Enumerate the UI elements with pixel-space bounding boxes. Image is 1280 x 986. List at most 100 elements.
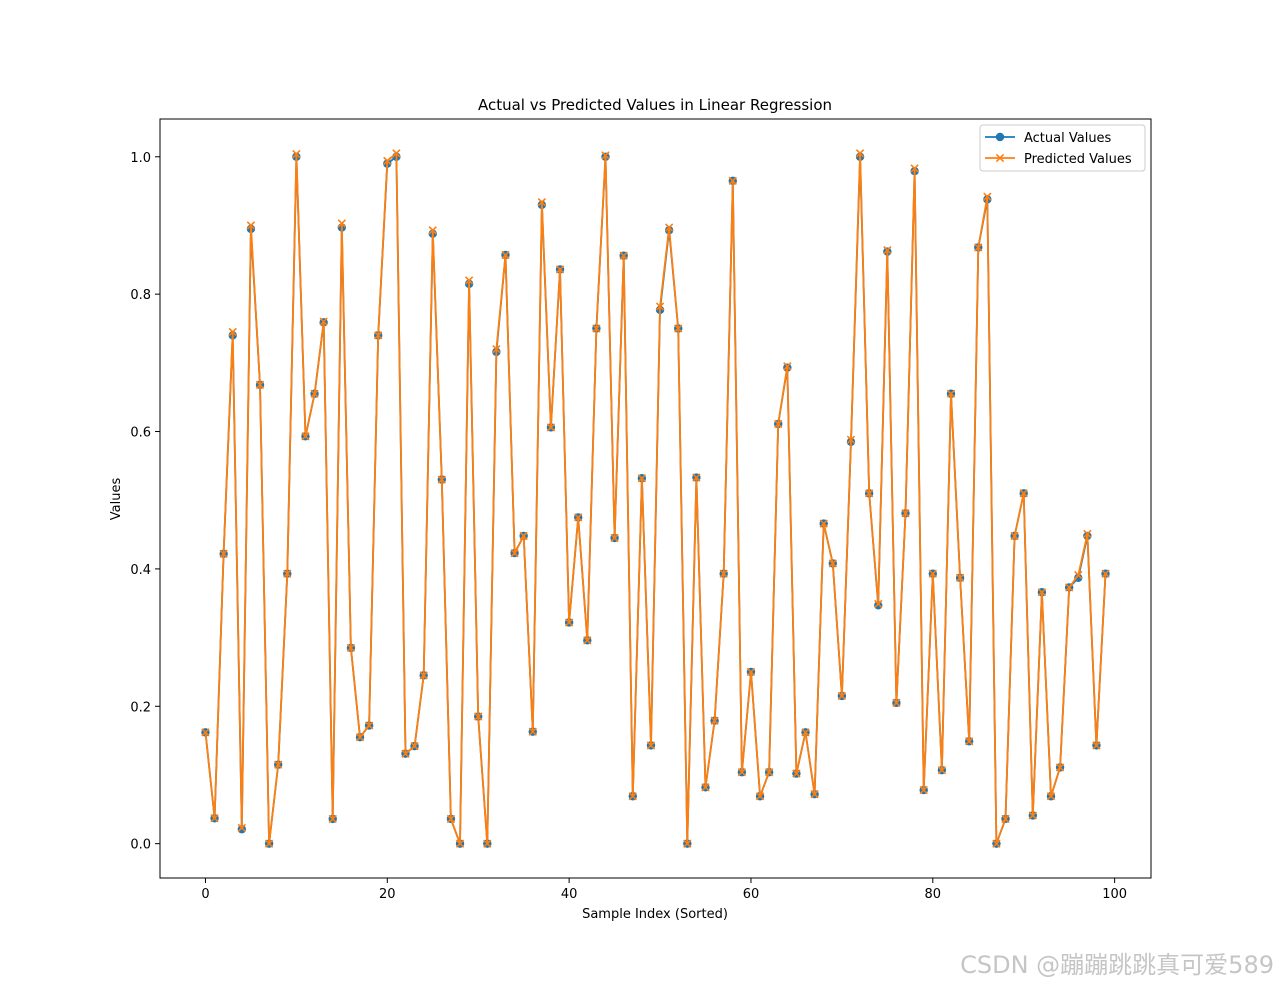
predicted-point <box>619 251 628 260</box>
legend-box <box>979 124 1146 172</box>
predicted-point <box>410 741 419 751</box>
predicted-point <box>892 698 901 708</box>
predicted-point <box>1001 814 1010 824</box>
predicted-point <box>1019 489 1028 498</box>
y-tick-label: 0.4 <box>130 563 151 578</box>
predicted-point <box>719 569 728 578</box>
predicted-point <box>592 324 601 333</box>
predicted-point <box>774 419 783 429</box>
predicted-point <box>883 246 892 255</box>
predicted-point <box>628 792 637 801</box>
actual-point <box>874 601 883 610</box>
predicted-point <box>937 765 947 775</box>
predicted-point <box>292 149 301 159</box>
predicted-point <box>574 513 583 522</box>
predicted-point <box>374 331 383 340</box>
y-tick-label: 0.8 <box>130 288 151 303</box>
legend-marker-circle <box>995 132 1005 142</box>
predicted-point <box>864 489 874 498</box>
predicted-point <box>1037 588 1047 597</box>
x-tick-label: 0 <box>201 887 209 902</box>
predicted-point <box>1083 529 1092 539</box>
predicted-point <box>755 792 765 801</box>
predicted-point <box>610 533 619 543</box>
predicted-point <box>783 362 792 371</box>
predicted-point <box>1010 531 1019 541</box>
predicted-point <box>764 768 774 777</box>
x-tick-label: 60 <box>743 887 760 902</box>
predicted-point <box>264 839 274 848</box>
x-tick-label: 100 <box>1102 887 1127 902</box>
predicted-point <box>1028 811 1037 820</box>
y-axis-label: Values <box>109 478 124 521</box>
predicted-point <box>228 327 237 337</box>
predicted-point <box>201 728 210 737</box>
axis-ticks: 0 20 40 60 80 100 0.0 0.2 0.4 0.6 0.8 1.0 <box>130 151 1127 902</box>
predicted-point <box>401 749 410 758</box>
predicted-point <box>310 389 319 398</box>
x-tick-label: 20 <box>379 887 396 902</box>
predicted-point <box>246 221 256 230</box>
predicted-point <box>283 569 292 578</box>
predicted-point <box>828 559 837 568</box>
predicted-point <box>1101 569 1110 578</box>
legend-label: Actual Values <box>1024 131 1112 146</box>
predicted-point <box>546 423 556 432</box>
predicted-point <box>819 519 828 528</box>
chart-title: Actual vs Predicted Values in Linear Reg… <box>478 96 832 114</box>
predicted-point <box>746 667 756 677</box>
predicted-point <box>437 475 447 484</box>
predicted-point <box>555 265 565 274</box>
predicted-point <box>846 435 856 444</box>
predicted-point <box>464 276 474 285</box>
predicted-point <box>692 473 701 482</box>
predicted-point <box>1055 763 1065 772</box>
predicted-point <box>392 149 401 158</box>
predicted-point <box>1046 792 1056 801</box>
predicted-point <box>701 783 710 792</box>
predicted-point <box>910 164 919 173</box>
predicted-point <box>364 721 374 730</box>
predicted-point <box>210 814 219 823</box>
series-line-predicted <box>204 151 1107 845</box>
series-layer <box>201 149 1110 848</box>
predicted-point <box>519 531 528 541</box>
predicted-point <box>474 712 483 721</box>
predicted-point <box>737 768 747 777</box>
predicted-point <box>301 432 310 441</box>
predicted-point <box>710 716 719 725</box>
predicted-point <box>928 569 937 578</box>
predicted-point <box>274 760 283 769</box>
predicted-point <box>492 344 501 354</box>
x-axis-label: Sample Index (Sorted) <box>582 907 728 922</box>
y-tick-label: 1.0 <box>130 151 151 166</box>
predicted-point <box>355 733 365 742</box>
legend: Actual Values Predicted Values <box>979 124 1146 172</box>
predicted-point <box>537 197 547 207</box>
predicted-point <box>837 691 847 701</box>
predicted-point <box>564 618 574 627</box>
predicted-point <box>810 790 819 799</box>
predicted-point <box>946 389 956 398</box>
predicted-point <box>637 474 647 483</box>
y-tick-label: 0.0 <box>130 838 151 853</box>
predicted-point <box>455 839 465 848</box>
predicted-point <box>428 226 437 235</box>
predicted-point <box>683 839 692 848</box>
predicted-point <box>446 814 456 824</box>
predicted-point <box>383 156 392 166</box>
actual-point <box>237 825 247 834</box>
predicted-point <box>646 741 656 750</box>
predicted-point <box>1065 583 1074 592</box>
predicted-point <box>955 573 965 582</box>
predicted-point <box>346 643 356 653</box>
predicted-point <box>801 728 810 737</box>
predicted-point <box>728 176 737 185</box>
watermark: CSDN @蹦蹦跳跳真可爱589 <box>960 951 1274 979</box>
legend-marker-x <box>995 153 1005 163</box>
actual-point <box>1074 573 1083 583</box>
predicted-point <box>237 823 246 833</box>
predicted-point <box>483 839 492 848</box>
predicted-point <box>319 317 328 326</box>
